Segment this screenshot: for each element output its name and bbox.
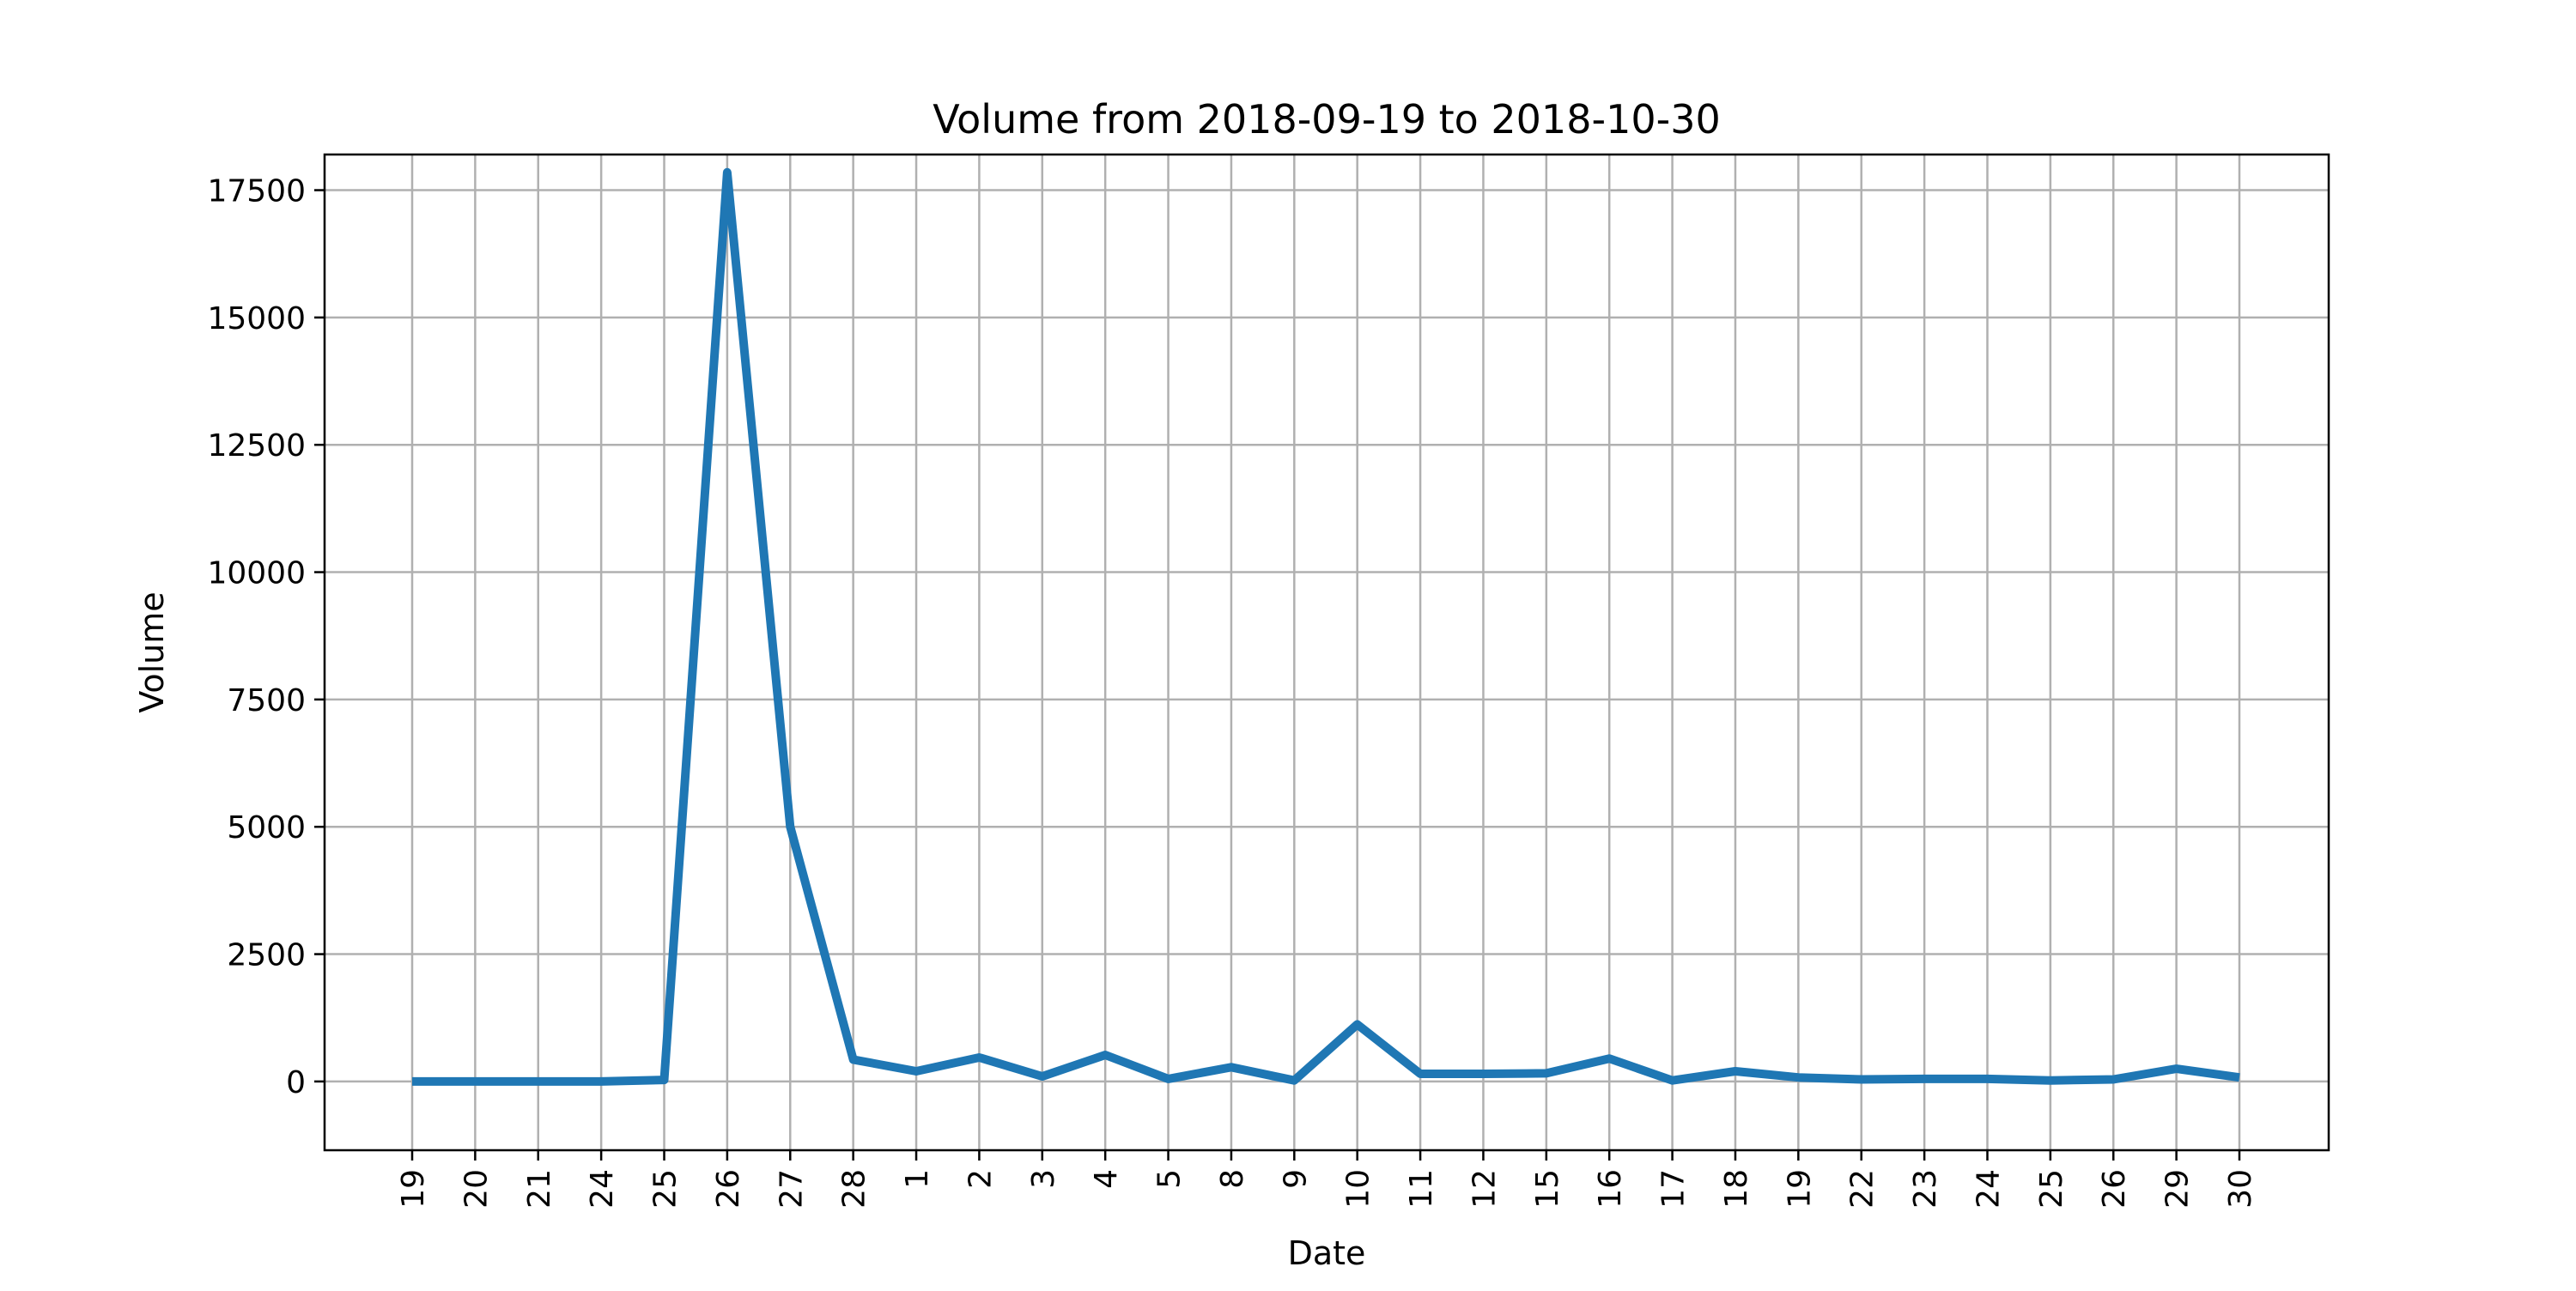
x-tick-label: 10 [1341,1169,1376,1209]
x-tick-label: 5 [1152,1169,1188,1189]
x-tick-label: 15 [1530,1169,1565,1209]
y-axis-label: Volume [133,591,171,712]
x-tick-label: 20 [459,1169,494,1209]
series-line [412,167,2240,1086]
axis-ticks: 19 20 21 24 25 26 27 28 1 2 3 4 5 8 9 10 11 12 15 16 17 18 19 2… [207,174,2258,1209]
x-tick-label: 24 [1971,1169,2006,1209]
x-tick-label: 9 [1278,1169,1313,1189]
grid [325,155,2329,1150]
x-tick-label: 22 [1845,1169,1880,1209]
x-tick-label: 19 [396,1169,431,1209]
x-tick-label: 25 [648,1169,683,1209]
x-tick-label: 23 [1908,1169,1943,1209]
x-tick-label: 17 [1656,1169,1692,1209]
x-tick-label: 25 [2034,1169,2069,1209]
x-tick-label: 30 [2223,1169,2258,1209]
x-tick-label: 24 [585,1169,620,1209]
series-layer [412,167,2240,1086]
x-tick-label: 16 [1593,1169,1628,1209]
x-axis-label: Date [1288,1234,1366,1272]
x-tick-label: 28 [837,1169,872,1209]
x-tick-label: 11 [1404,1169,1439,1209]
plot-frame [323,153,2330,1152]
y-tick-label: 17500 [207,174,306,209]
y-tick-label: 2500 [227,938,306,973]
y-tick-label: 12500 [207,428,306,464]
x-tick-label: 1 [900,1169,935,1189]
x-tick-label: 29 [2160,1169,2196,1209]
y-tick-label: 0 [286,1065,306,1100]
y-tick-label: 5000 [227,810,306,846]
chart-title: Volume from 2018-09-19 to 2018-10-30 [933,96,1720,142]
x-tick-label: 3 [1026,1169,1061,1189]
y-tick-label: 10000 [207,556,306,591]
x-tick-label: 4 [1089,1169,1124,1189]
y-tick-label: 7500 [227,683,306,718]
x-tick-label: 26 [711,1169,746,1209]
x-tick-label: 27 [774,1169,809,1209]
x-tick-label: 12 [1467,1169,1502,1209]
x-tick-label: 26 [2097,1169,2132,1209]
x-tick-label: 19 [1782,1169,1817,1209]
x-tick-label: 21 [522,1169,557,1209]
x-tick-label: 18 [1719,1169,1754,1209]
x-tick-label: 2 [963,1169,998,1189]
y-tick-label: 15000 [207,301,306,336]
x-tick-label: 8 [1215,1169,1250,1189]
